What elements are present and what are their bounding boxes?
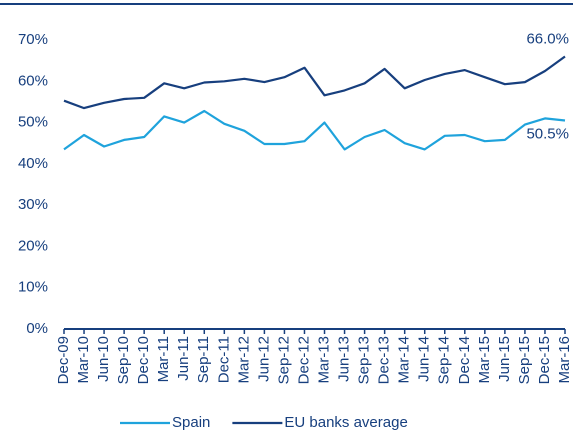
- x-tick-label: Dec-10: [135, 336, 152, 384]
- x-tick-label: Dec-15: [536, 336, 553, 384]
- y-tick-label: 10%: [18, 279, 48, 296]
- series-line: [63, 109, 566, 151]
- x-tick-label: Jun-12: [255, 336, 272, 382]
- x-tick-label: Mar-15: [476, 336, 493, 384]
- x-tick-label: Jun-15: [496, 336, 513, 382]
- y-tick-label: 0%: [26, 320, 48, 337]
- data-label: 66.0%: [526, 30, 569, 47]
- x-tick-label: Sep-15: [516, 336, 533, 384]
- x-tick-label: Dec-12: [295, 336, 312, 384]
- x-tick-label: Mar-14: [396, 336, 413, 384]
- x-tick-label: Dec-13: [376, 336, 393, 384]
- x-tick-label: Mar-13: [315, 336, 332, 384]
- x-tick-label: Dec-09: [55, 336, 72, 384]
- legend-label: Spain: [172, 414, 210, 431]
- data-label: 50.5%: [526, 125, 569, 142]
- x-tick-label: Sep-14: [436, 336, 453, 384]
- series-line: [63, 55, 566, 110]
- x-tick-label: Dec-14: [456, 336, 473, 384]
- x-tick-label: Mar-16: [556, 336, 573, 384]
- y-tick-label: 70%: [18, 31, 48, 48]
- x-tick-label: Jun-14: [416, 336, 433, 382]
- x-tick-label: Jun-11: [175, 336, 192, 381]
- x-tick-label: Sep-11: [195, 336, 212, 383]
- y-tick-label: 60%: [18, 72, 48, 89]
- y-tick-label: 50%: [18, 114, 48, 131]
- x-tick-label: Jun-10: [95, 336, 112, 382]
- x-tick-label: Mar-12: [235, 336, 252, 384]
- x-tick-label: Sep-10: [115, 336, 132, 384]
- x-tick-label: Mar-10: [75, 336, 92, 384]
- x-tick-label: Sep-12: [275, 336, 292, 384]
- y-tick-label: 30%: [18, 196, 48, 213]
- y-tick-label: 40%: [18, 155, 48, 172]
- x-tick-label: Dec-11: [215, 336, 232, 383]
- x-tick-label: Sep-13: [356, 336, 373, 384]
- x-tick-label: Mar-11: [155, 336, 172, 382]
- x-tick-label: Jun-13: [336, 336, 353, 382]
- y-tick-label: 20%: [18, 237, 48, 254]
- legend-label: EU banks average: [284, 414, 407, 431]
